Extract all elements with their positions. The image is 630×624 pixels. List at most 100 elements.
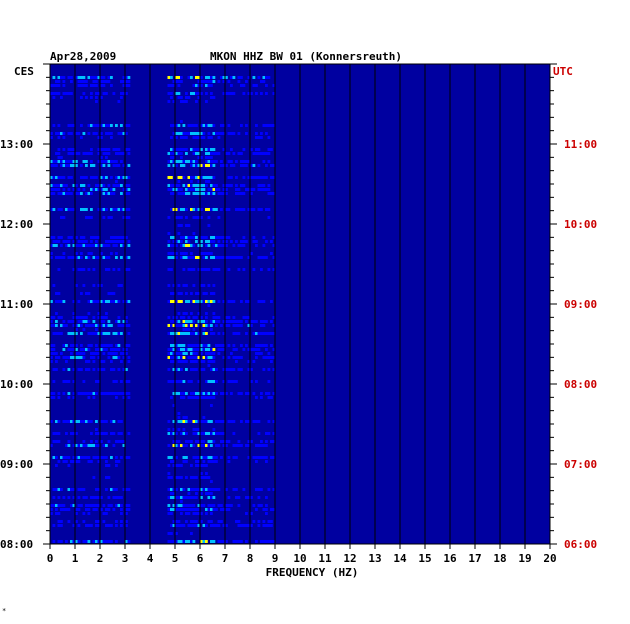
spectrogram-cell xyxy=(172,488,176,491)
spectrogram-cell xyxy=(82,284,86,287)
spectrogram-cell xyxy=(200,216,203,219)
spectrogram-cell xyxy=(207,240,211,243)
spectrogram-cell xyxy=(127,76,131,79)
spectrogram-cell xyxy=(200,344,203,347)
spectrogram-cell xyxy=(75,256,78,259)
spectrogram-cell xyxy=(170,380,173,383)
spectrogram-cell xyxy=(60,256,63,259)
spectrogram-cell xyxy=(247,368,251,371)
spectrogram-cell xyxy=(57,292,61,295)
spectrogram-cell xyxy=(185,520,188,523)
spectrogram-cell xyxy=(107,164,111,167)
spectrogram-cell xyxy=(235,540,238,543)
spectrogram-cell xyxy=(202,540,206,543)
spectrogram-cell xyxy=(227,124,231,127)
plot-area xyxy=(49,63,551,545)
spectrogram-cell xyxy=(185,476,188,479)
spectrogram-cell xyxy=(235,488,238,491)
spectrogram-cell xyxy=(67,244,71,247)
spectrogram-cell xyxy=(57,256,61,259)
spectrogram-cell xyxy=(190,208,193,211)
spectrogram-cell xyxy=(87,360,91,363)
spectrogram-cell xyxy=(105,512,108,515)
spectrogram-cell xyxy=(187,256,191,259)
spectrogram-cell xyxy=(230,256,233,259)
left-time-label: 11:00 xyxy=(0,298,33,311)
spectrogram-cell xyxy=(117,356,121,359)
spectrogram-cell xyxy=(262,300,266,303)
spectrogram-cell xyxy=(182,428,186,431)
spectrogram-cell xyxy=(215,188,218,191)
spectrogram-cell xyxy=(97,312,101,315)
spectrogram-cell xyxy=(267,124,271,127)
spectrogram-cell xyxy=(120,504,123,507)
spectrogram-cell xyxy=(67,444,71,447)
spectrogram-cell xyxy=(212,504,216,507)
spectrogram-cell xyxy=(180,164,183,167)
spectrogram-cell xyxy=(72,188,76,191)
spectrogram-cell xyxy=(180,236,183,239)
spectrogram-cell xyxy=(202,476,206,479)
spectrogram-cell xyxy=(57,496,61,499)
spectrogram-cell xyxy=(120,524,123,527)
spectrogram-cell xyxy=(205,100,208,103)
x-tick-label: 7 xyxy=(222,552,229,565)
spectrogram-cell xyxy=(227,460,231,463)
spectrogram-cell xyxy=(85,96,88,99)
spectrogram-cell xyxy=(200,456,203,459)
spectrogram-cell xyxy=(70,540,73,543)
spectrogram-cell xyxy=(182,160,186,163)
spectrogram-cell xyxy=(82,328,86,331)
spectrogram-cell xyxy=(222,508,226,511)
spectrogram-cell xyxy=(72,444,76,447)
spectrogram-cell xyxy=(110,236,113,239)
spectrogram-cell xyxy=(187,508,191,511)
spectrogram-cell xyxy=(235,360,238,363)
spectrogram-cell xyxy=(60,244,63,247)
spectrogram-cell xyxy=(85,244,88,247)
spectrogram-cell xyxy=(205,312,208,315)
spectrogram-cell xyxy=(170,192,173,195)
spectrogram-cell xyxy=(230,240,233,243)
spectrogram-cell xyxy=(97,540,101,543)
spectrogram-cell xyxy=(80,164,83,167)
spectrogram-cell xyxy=(202,268,206,271)
spectrogram-cell xyxy=(55,324,58,327)
spectrogram-cell xyxy=(182,268,186,271)
spectrogram-cell xyxy=(200,208,203,211)
spectrogram-cell xyxy=(52,440,56,443)
spectrogram-cell xyxy=(82,176,86,179)
spectrogram-cell xyxy=(112,164,116,167)
spectrogram-cell xyxy=(240,392,243,395)
spectrogram-cell xyxy=(212,428,216,431)
spectrogram-cell xyxy=(57,420,61,423)
spectrogram-cell xyxy=(102,316,106,319)
spectrogram-cell xyxy=(72,324,76,327)
spectrogram-cell xyxy=(117,368,121,371)
spectrogram-cell xyxy=(80,316,83,319)
spectrogram-cell xyxy=(195,192,198,195)
spectrogram-cell xyxy=(192,188,196,191)
spectrogram-cell xyxy=(177,284,181,287)
spectrogram-cell xyxy=(220,520,223,523)
spectrogram-cell xyxy=(190,344,193,347)
spectrogram-cell xyxy=(82,236,86,239)
spectrogram-cell xyxy=(82,240,86,243)
spectrogram-cell xyxy=(200,316,203,319)
spectrogram-cell xyxy=(57,268,61,271)
spectrogram-cell xyxy=(122,208,126,211)
spectrogram-cell xyxy=(175,320,178,323)
spectrogram-cell xyxy=(187,332,191,335)
spectrogram-cell xyxy=(245,332,248,335)
spectrogram-cell xyxy=(240,164,243,167)
spectrogram-cell xyxy=(247,188,251,191)
spectrogram-cell xyxy=(127,504,131,507)
spectrogram-cell xyxy=(170,476,173,479)
spectrogram-cell xyxy=(80,240,83,243)
spectrogram-cell xyxy=(182,504,186,507)
spectrogram-cell xyxy=(207,420,211,423)
spectrogram-cell xyxy=(225,524,228,527)
spectrogram-cell xyxy=(225,152,228,155)
spectrogram-cell xyxy=(107,76,111,79)
spectrogram-cell xyxy=(170,244,173,247)
